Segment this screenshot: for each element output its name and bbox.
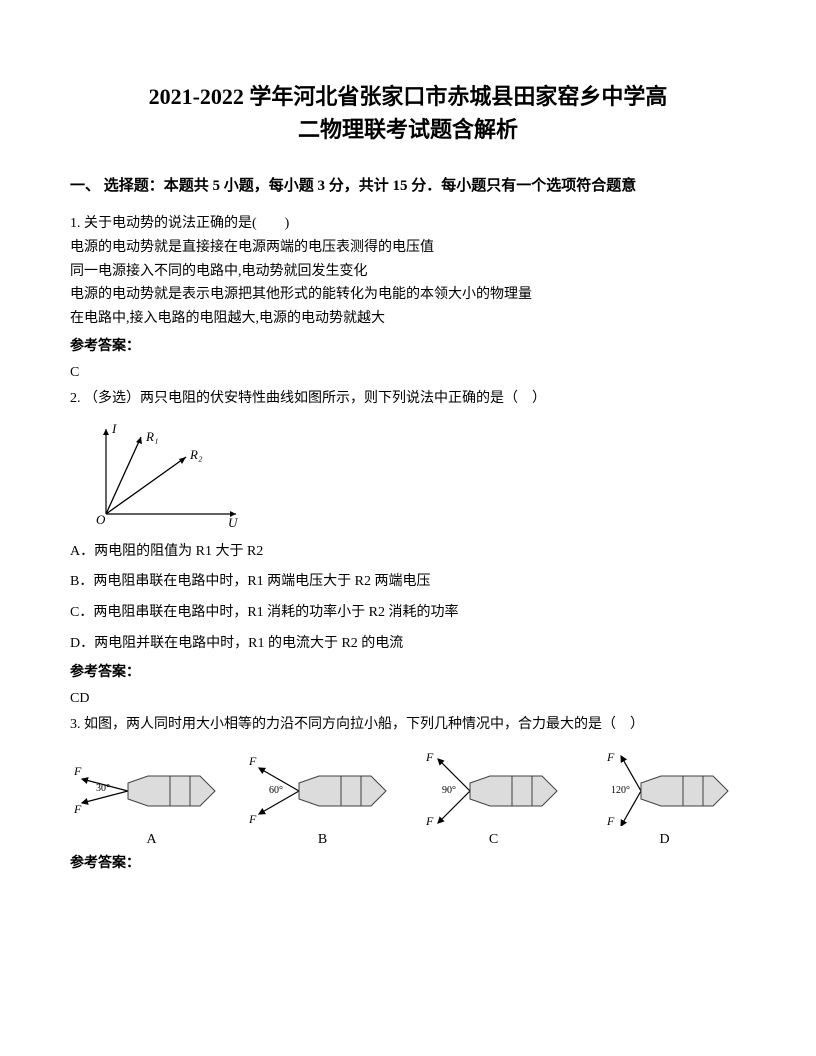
boat-d-angle: 120°: [611, 785, 630, 796]
q2-answer: CD: [70, 691, 746, 707]
boat-a-svg: F F 30°: [70, 751, 220, 826]
boat-c-f1: F: [425, 751, 434, 764]
boat-a-angle: 30°: [96, 783, 110, 794]
boat-a-f2: F: [73, 802, 82, 816]
boat-c-svg: F F 90°: [412, 751, 562, 826]
q1-answer-label: 参考答案：: [70, 335, 746, 355]
boat-c-angle: 90°: [442, 785, 456, 796]
q1-answer: C: [70, 365, 746, 381]
boat-c: F F 90° C: [412, 751, 575, 848]
q2-opt-a: A．两电阻的阻值为 R1 大于 R2: [70, 539, 746, 566]
title-line-1: 2021-2022 学年河北省张家口市赤城县田家窑乡中学高: [70, 80, 746, 113]
boat-d-f1: F: [606, 751, 615, 764]
boat-d: F F 120° D: [583, 751, 746, 848]
q1-opt-b: 同一电源接入不同的电路中,电动势就回发生变化: [70, 260, 746, 284]
q1-opt-a: 电源的电动势就是直接接在电源两端的电压表测得的电压值: [70, 236, 746, 260]
q2-opt-c: C．两电阻串联在电路中时，R1 消耗的功率小于 R2 消耗的功率: [70, 600, 746, 627]
boat-b-label: B: [241, 832, 404, 848]
boat-c-label: C: [412, 832, 575, 848]
boat-d-svg: F F 120°: [583, 751, 733, 826]
page-title: 2021-2022 学年河北省张家口市赤城县田家窑乡中学高 二物理联考试题含解析: [70, 80, 746, 146]
q2-stem: 2. （多选）两只电阻的伏安特性曲线如图所示，则下列说法中正确的是（ ）: [70, 387, 746, 411]
line-label-r2: R₂: [189, 447, 203, 462]
boat-c-f2: F: [425, 814, 434, 826]
q2-graph: I U R₁ R₂ O: [86, 419, 746, 529]
boat-a-f1: F: [73, 764, 82, 778]
boat-diagrams: F F 30° A F F 60° B: [70, 751, 746, 848]
question-3: 3. 如图，两人同时用大小相等的力沿不同方向拉小船，下列几种情况中，合力最大的是…: [70, 713, 746, 737]
boat-d-label: D: [583, 832, 746, 848]
boat-b: F F 60° B: [241, 751, 404, 848]
boat-b-f2: F: [248, 812, 257, 826]
boat-b-svg: F F 60°: [241, 751, 391, 826]
q1-opt-d: 在电路中,接入电路的电阻越大,电源的电动势就越大: [70, 307, 746, 331]
q2-answer-label: 参考答案：: [70, 661, 746, 681]
boat-a-label: A: [70, 832, 233, 848]
q2-opt-d: D．两电阻并联在电路中时，R1 的电流大于 R2 的电流: [70, 631, 746, 658]
boat-b-f1: F: [248, 754, 257, 768]
question-2: 2. （多选）两只电阻的伏安特性曲线如图所示，则下列说法中正确的是（ ）: [70, 387, 746, 411]
iv-curve-graph: I U R₁ R₂ O: [86, 419, 246, 529]
title-line-2: 二物理联考试题含解析: [70, 113, 746, 146]
q1-stem: 1. 关于电动势的说法正确的是( ): [70, 212, 746, 236]
line-label-r1: R₁: [145, 429, 158, 444]
q2-opt-b: B．两电阻串联在电路中时，R1 两端电压大于 R2 两端电压: [70, 569, 746, 596]
q3-answer-label: 参考答案：: [70, 852, 746, 872]
q3-stem: 3. 如图，两人同时用大小相等的力沿不同方向拉小船，下列几种情况中，合力最大的是…: [70, 713, 746, 737]
section-heading: 一、 选择题：本题共 5 小题，每小题 3 分，共计 15 分．每小题只有一个选…: [70, 174, 746, 198]
q1-opt-c: 电源的电动势就是表示电源把其他形式的能转化为电能的本领大小的物理量: [70, 283, 746, 307]
axis-label-u: U: [228, 515, 239, 529]
axis-label-i: I: [111, 421, 117, 436]
boat-b-angle: 60°: [269, 785, 283, 796]
question-1: 1. 关于电动势的说法正确的是( ) 电源的电动势就是直接接在电源两端的电压表测…: [70, 212, 746, 331]
origin-label: O: [96, 512, 106, 527]
boat-a: F F 30° A: [70, 751, 233, 848]
boat-d-f2: F: [606, 814, 615, 826]
